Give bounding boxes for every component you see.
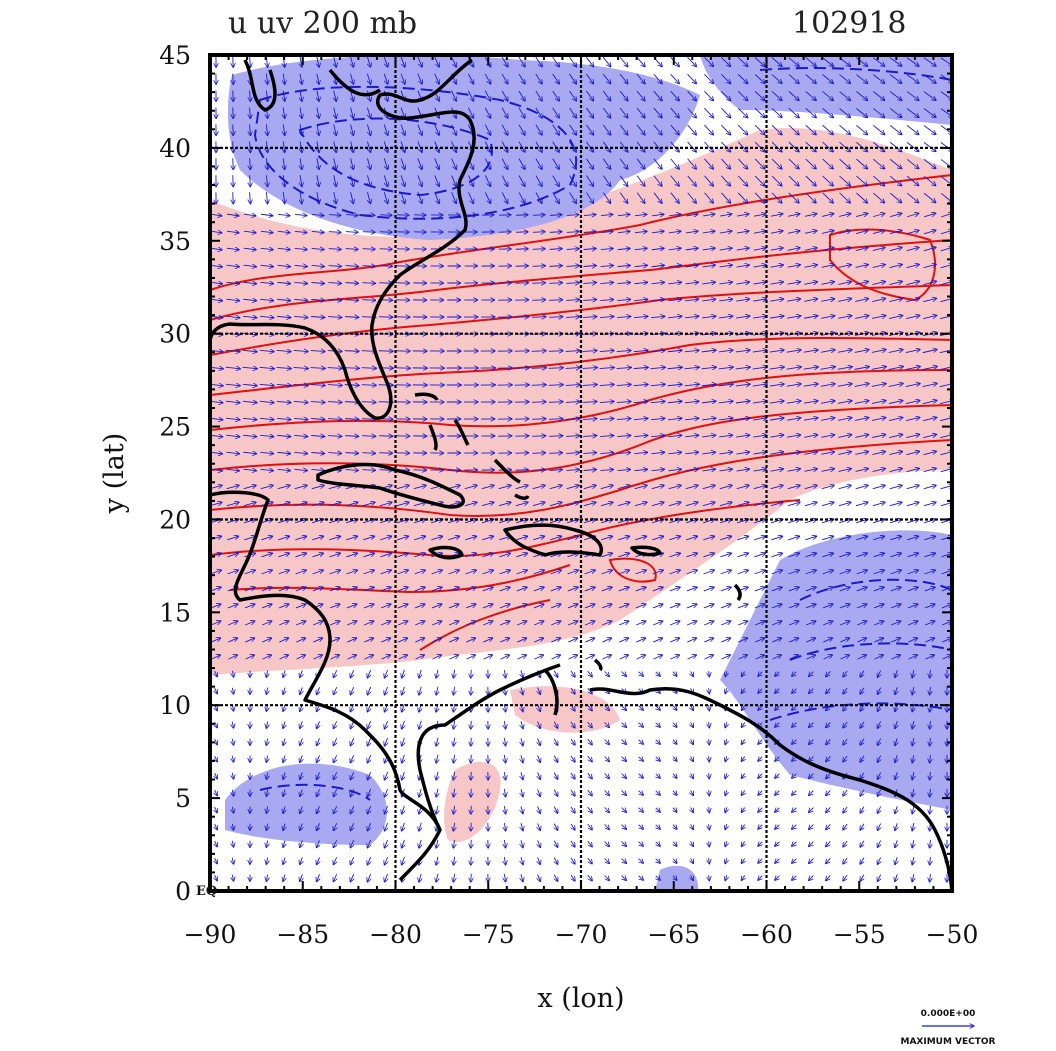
legend-caption: MAXIMUM VECTOR xyxy=(900,1037,995,1047)
positive-contours xyxy=(210,174,952,651)
x-tick-label: −50 xyxy=(926,920,979,949)
y-tick-label: 30 xyxy=(159,320,191,349)
x-tick-label: −75 xyxy=(462,920,515,949)
y-tick-label: 5 xyxy=(175,784,191,813)
y-tick-label: 20 xyxy=(159,505,191,534)
coastlines xyxy=(210,58,952,891)
y-tick-label: 35 xyxy=(159,227,191,256)
x-axis-title: x (lon) xyxy=(537,983,624,1014)
map-title: u uv 200 mb xyxy=(228,6,417,41)
x-tick-label: −65 xyxy=(647,920,700,949)
tick-marks xyxy=(209,54,953,892)
y-tick-labels: 0 5 10 15 20 25 30 35 40 45 xyxy=(159,41,191,906)
y-tick-label: 40 xyxy=(159,134,191,163)
x-tick-label: −55 xyxy=(833,920,886,949)
x-tick-label: −90 xyxy=(184,920,237,949)
x-tick-label: −80 xyxy=(369,920,422,949)
y-tick-label: 25 xyxy=(159,413,191,442)
negative-contours xyxy=(253,67,952,801)
equator-label: EQ xyxy=(196,884,217,899)
map-timestamp: 102918 xyxy=(792,6,907,41)
y-tick-label: 45 xyxy=(159,41,191,70)
reference-vector-legend: 0.000E+00 MAXIMUM VECTOR xyxy=(900,1009,995,1047)
x-tick-labels: −90 −85 −80 −75 −70 −65 −60 −55 −50 xyxy=(184,920,979,949)
x-tick-label: −70 xyxy=(555,920,608,949)
y-axis-title: y (lat) xyxy=(99,433,130,515)
y-tick-label: 0 xyxy=(175,877,191,906)
x-tick-label: −60 xyxy=(740,920,793,949)
legend-value: 0.000E+00 xyxy=(921,1009,976,1019)
map-grid xyxy=(210,55,952,891)
y-tick-label: 10 xyxy=(159,691,191,720)
y-tick-label: 15 xyxy=(159,598,191,627)
x-tick-label: −85 xyxy=(276,920,329,949)
